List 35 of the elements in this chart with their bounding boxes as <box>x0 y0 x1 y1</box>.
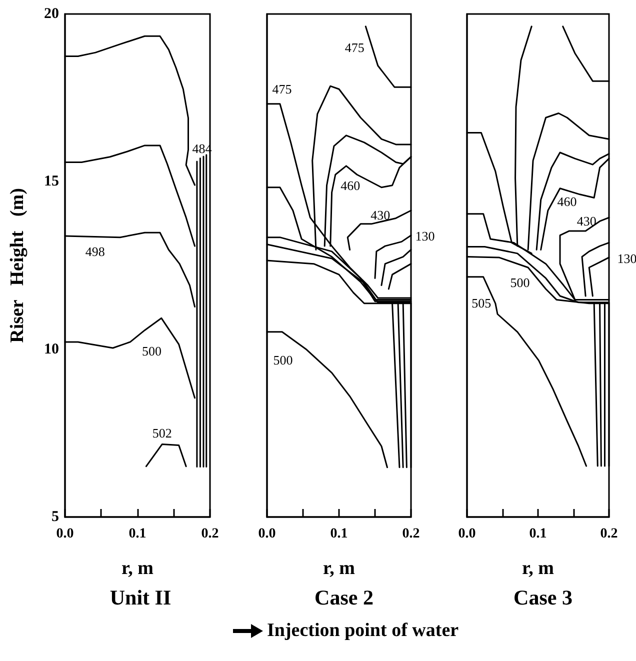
x-tick-label: 0.0 <box>458 526 476 542</box>
series-label: 130 <box>617 250 636 266</box>
series-label: 475 <box>344 40 364 55</box>
series-label: 475 <box>272 81 292 96</box>
text: Injection point of water <box>267 620 459 642</box>
series-label: 500 <box>142 344 162 359</box>
y-tick-label: 10 <box>44 341 59 358</box>
x-tick-label: 0.1 <box>529 526 547 542</box>
x-axis-title: r, m <box>522 558 554 579</box>
series-label: 130 <box>415 228 435 244</box>
text: Unit II <box>110 586 172 610</box>
x-tick-label: 0.0 <box>56 526 74 542</box>
y-axis-title: Riser Height (m) <box>7 188 28 343</box>
x-axis-title: r, m <box>322 558 356 579</box>
series-label: 430 <box>370 207 390 222</box>
y-tick-label: 15 <box>44 174 59 190</box>
text: Case 3 <box>514 586 572 610</box>
x-tick-label: 0.0 <box>258 526 276 542</box>
series-label: 505 <box>472 295 492 310</box>
series-label: 430 <box>576 213 596 228</box>
y-tick-label: 20 <box>44 6 59 22</box>
y-tick-label: 5 <box>52 509 59 525</box>
series-label: 500 <box>510 275 530 290</box>
series-label: 498 <box>85 244 105 259</box>
series-label: 502 <box>152 426 172 441</box>
x-tick-label: 0.2 <box>600 526 618 542</box>
series-label: 500 <box>273 352 293 368</box>
series-label: 460 <box>557 194 577 209</box>
series-label: 460 <box>340 178 360 194</box>
x-axis-title: r, m <box>121 558 154 579</box>
x-tick-label: 0.2 <box>201 526 219 542</box>
text: Case 2 <box>314 586 374 610</box>
x-tick-label: 0.1 <box>330 526 348 542</box>
x-tick-label: 0.1 <box>128 526 146 542</box>
x-tick-label: 0.2 <box>402 526 420 542</box>
